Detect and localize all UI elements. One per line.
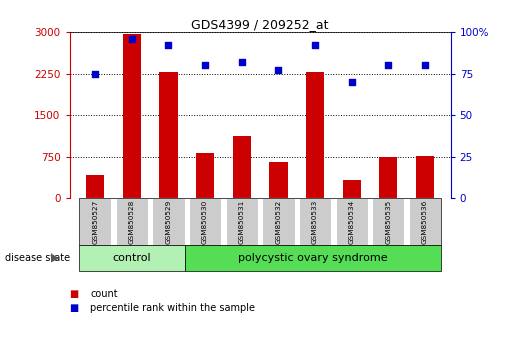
Bar	[342, 180, 361, 199]
Point	[164, 42, 173, 48]
Text: GSM850527: GSM850527	[92, 199, 98, 244]
Text: percentile rank within the sample: percentile rank within the sample	[90, 303, 255, 313]
Text: count: count	[90, 289, 118, 299]
Text: GSM850536: GSM850536	[422, 199, 428, 244]
Title: GDS4399 / 209252_at: GDS4399 / 209252_at	[192, 18, 329, 31]
Point	[421, 62, 429, 68]
Text: polycystic ovary syndrome: polycystic ovary syndrome	[238, 253, 388, 263]
Bar	[262, 199, 295, 245]
Bar	[372, 199, 404, 245]
Text: ▶: ▶	[50, 253, 59, 263]
Bar	[79, 245, 184, 271]
Bar	[269, 162, 287, 199]
Text: GSM850532: GSM850532	[276, 199, 281, 244]
Text: GSM850529: GSM850529	[165, 199, 171, 244]
Text: control: control	[112, 253, 151, 263]
Bar	[159, 73, 178, 199]
Bar	[123, 34, 141, 199]
Bar	[226, 199, 258, 245]
Text: ■: ■	[70, 303, 79, 313]
Bar	[86, 175, 105, 199]
Bar	[299, 199, 331, 245]
Text: GSM850530: GSM850530	[202, 199, 208, 244]
Point	[201, 62, 209, 68]
Text: GSM850535: GSM850535	[385, 199, 391, 244]
Bar	[336, 199, 368, 245]
Bar	[233, 136, 251, 199]
Bar	[409, 199, 441, 245]
Text: GSM850528: GSM850528	[129, 199, 135, 244]
Bar	[379, 158, 398, 199]
Point	[274, 67, 283, 73]
Bar	[152, 199, 184, 245]
Text: GSM850533: GSM850533	[312, 199, 318, 244]
Bar	[416, 156, 434, 199]
Bar	[306, 73, 324, 199]
Bar	[116, 199, 148, 245]
Point	[348, 79, 356, 85]
Text: disease state: disease state	[5, 253, 70, 263]
Bar	[184, 245, 441, 271]
Point	[311, 42, 319, 48]
Bar	[79, 199, 111, 245]
Point	[237, 59, 246, 65]
Bar	[196, 153, 214, 199]
Point	[91, 71, 99, 76]
Text: GSM850534: GSM850534	[349, 199, 355, 244]
Point	[384, 62, 392, 68]
Text: GSM850531: GSM850531	[239, 199, 245, 244]
Point	[128, 36, 136, 41]
Bar	[189, 199, 221, 245]
Text: ■: ■	[70, 289, 79, 299]
